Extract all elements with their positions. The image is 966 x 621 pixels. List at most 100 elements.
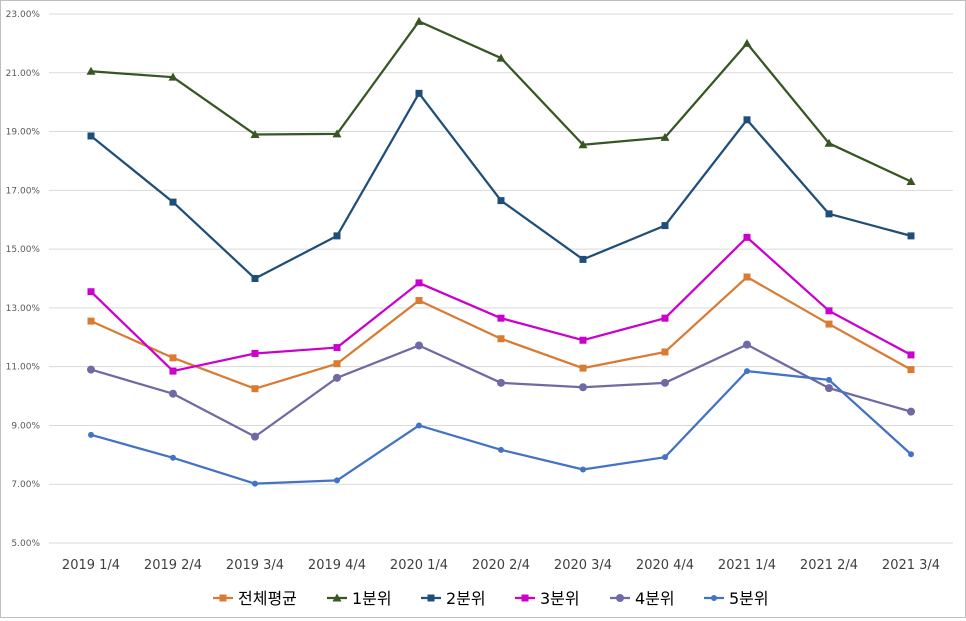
legend-swatch-marker xyxy=(332,593,342,602)
data-point xyxy=(661,222,669,230)
data-point xyxy=(661,314,669,322)
data-point xyxy=(580,466,586,473)
x-tick-label: 2019 1/4 xyxy=(62,558,120,573)
data-point xyxy=(498,446,504,453)
x-tick-label: 2019 2/4 xyxy=(144,558,202,573)
legend-item: 4분위 xyxy=(610,589,675,608)
series-line xyxy=(90,20,912,183)
data-point xyxy=(497,197,505,205)
data-point xyxy=(168,72,178,81)
data-point xyxy=(86,66,96,75)
data-point xyxy=(415,341,423,350)
series-group xyxy=(86,16,916,487)
data-point xyxy=(169,389,177,398)
data-point xyxy=(743,340,751,349)
legend-item: 전체평균 xyxy=(213,589,297,608)
data-point xyxy=(87,317,95,325)
x-tick-label: 2020 4/4 xyxy=(636,558,694,573)
data-point xyxy=(825,320,833,328)
data-point xyxy=(87,365,95,374)
y-tick-label: 5.00% xyxy=(11,539,40,549)
data-point xyxy=(87,288,95,296)
data-point xyxy=(415,89,423,97)
x-tick-label: 2019 4/4 xyxy=(308,558,366,573)
x-tick-label: 2019 3/4 xyxy=(226,558,284,573)
data-point xyxy=(579,364,587,372)
data-point xyxy=(415,279,423,287)
series-line xyxy=(90,92,912,280)
series-4 xyxy=(87,233,915,375)
series-3 xyxy=(87,89,915,282)
data-point xyxy=(824,138,834,147)
series-line xyxy=(90,369,912,485)
legend-item: 2분위 xyxy=(421,589,486,608)
series-1 xyxy=(87,273,915,393)
legend-swatch-marker xyxy=(219,594,227,602)
data-point xyxy=(333,232,341,240)
series-6 xyxy=(88,368,914,487)
data-point xyxy=(660,132,670,141)
data-point xyxy=(250,129,260,138)
data-point xyxy=(170,454,176,461)
data-point xyxy=(907,407,915,416)
data-point xyxy=(825,307,833,315)
data-point xyxy=(661,348,669,356)
data-point xyxy=(825,210,833,218)
data-point xyxy=(743,116,751,124)
data-point xyxy=(579,336,587,344)
series-5 xyxy=(87,340,915,441)
data-point xyxy=(169,354,177,362)
data-point xyxy=(907,366,915,374)
data-point xyxy=(826,376,832,383)
x-tick-label: 2021 3/4 xyxy=(882,558,940,573)
legend-swatch-marker xyxy=(521,594,529,602)
y-tick-label: 13.00% xyxy=(6,304,41,314)
x-tick-label: 2020 2/4 xyxy=(472,558,530,573)
data-point xyxy=(169,367,177,375)
y-tick-label: 15.00% xyxy=(6,245,41,255)
data-point xyxy=(661,378,669,387)
data-point xyxy=(251,385,259,393)
x-tick-label: 2020 3/4 xyxy=(554,558,612,573)
data-point xyxy=(742,38,752,47)
x-axis-ticks: 2019 1/4 2019 2/4 2019 3/4 2019 4/4 2020 1/4… xyxy=(62,558,940,573)
legend-label: 전체평균 xyxy=(238,589,297,608)
data-point xyxy=(169,198,177,206)
data-point xyxy=(332,129,342,138)
gridlines xyxy=(49,13,953,544)
data-point xyxy=(252,480,258,487)
data-point xyxy=(333,373,341,382)
series-line xyxy=(90,343,912,438)
data-point xyxy=(579,383,587,392)
y-tick-label: 23.00% xyxy=(6,10,41,20)
y-axis-ticks: 5.00% 7.00% 9.00% 11.00% 13.00% 15.00% 17.00% 1… xyxy=(6,10,41,549)
legend-item: 5분위 xyxy=(704,589,769,608)
y-tick-label: 9.00% xyxy=(11,421,40,431)
data-point xyxy=(414,16,424,25)
data-point xyxy=(334,477,340,484)
data-point xyxy=(662,454,668,461)
data-point xyxy=(333,344,341,352)
data-point xyxy=(497,378,505,387)
y-tick-label: 21.00% xyxy=(6,69,41,79)
legend-label: 5분위 xyxy=(729,589,769,608)
data-point xyxy=(497,314,505,322)
legend-label: 3분위 xyxy=(540,589,580,608)
legend-item: 3분위 xyxy=(515,589,580,608)
data-point xyxy=(906,177,916,186)
legend-item: 1분위 xyxy=(327,589,392,608)
data-point xyxy=(251,432,259,441)
legend-label: 1분위 xyxy=(352,589,392,608)
data-point xyxy=(579,255,587,263)
data-point xyxy=(743,273,751,281)
legend-label: 2분위 xyxy=(446,589,486,608)
data-point xyxy=(743,233,751,241)
data-point xyxy=(88,431,94,438)
series-2 xyxy=(86,16,916,186)
data-point xyxy=(415,297,423,305)
y-tick-label: 17.00% xyxy=(6,186,41,196)
legend-swatch-marker xyxy=(616,594,624,602)
legend: 전체평균 1분위 2분위 3분위 4분위 5분위 xyxy=(213,589,769,608)
